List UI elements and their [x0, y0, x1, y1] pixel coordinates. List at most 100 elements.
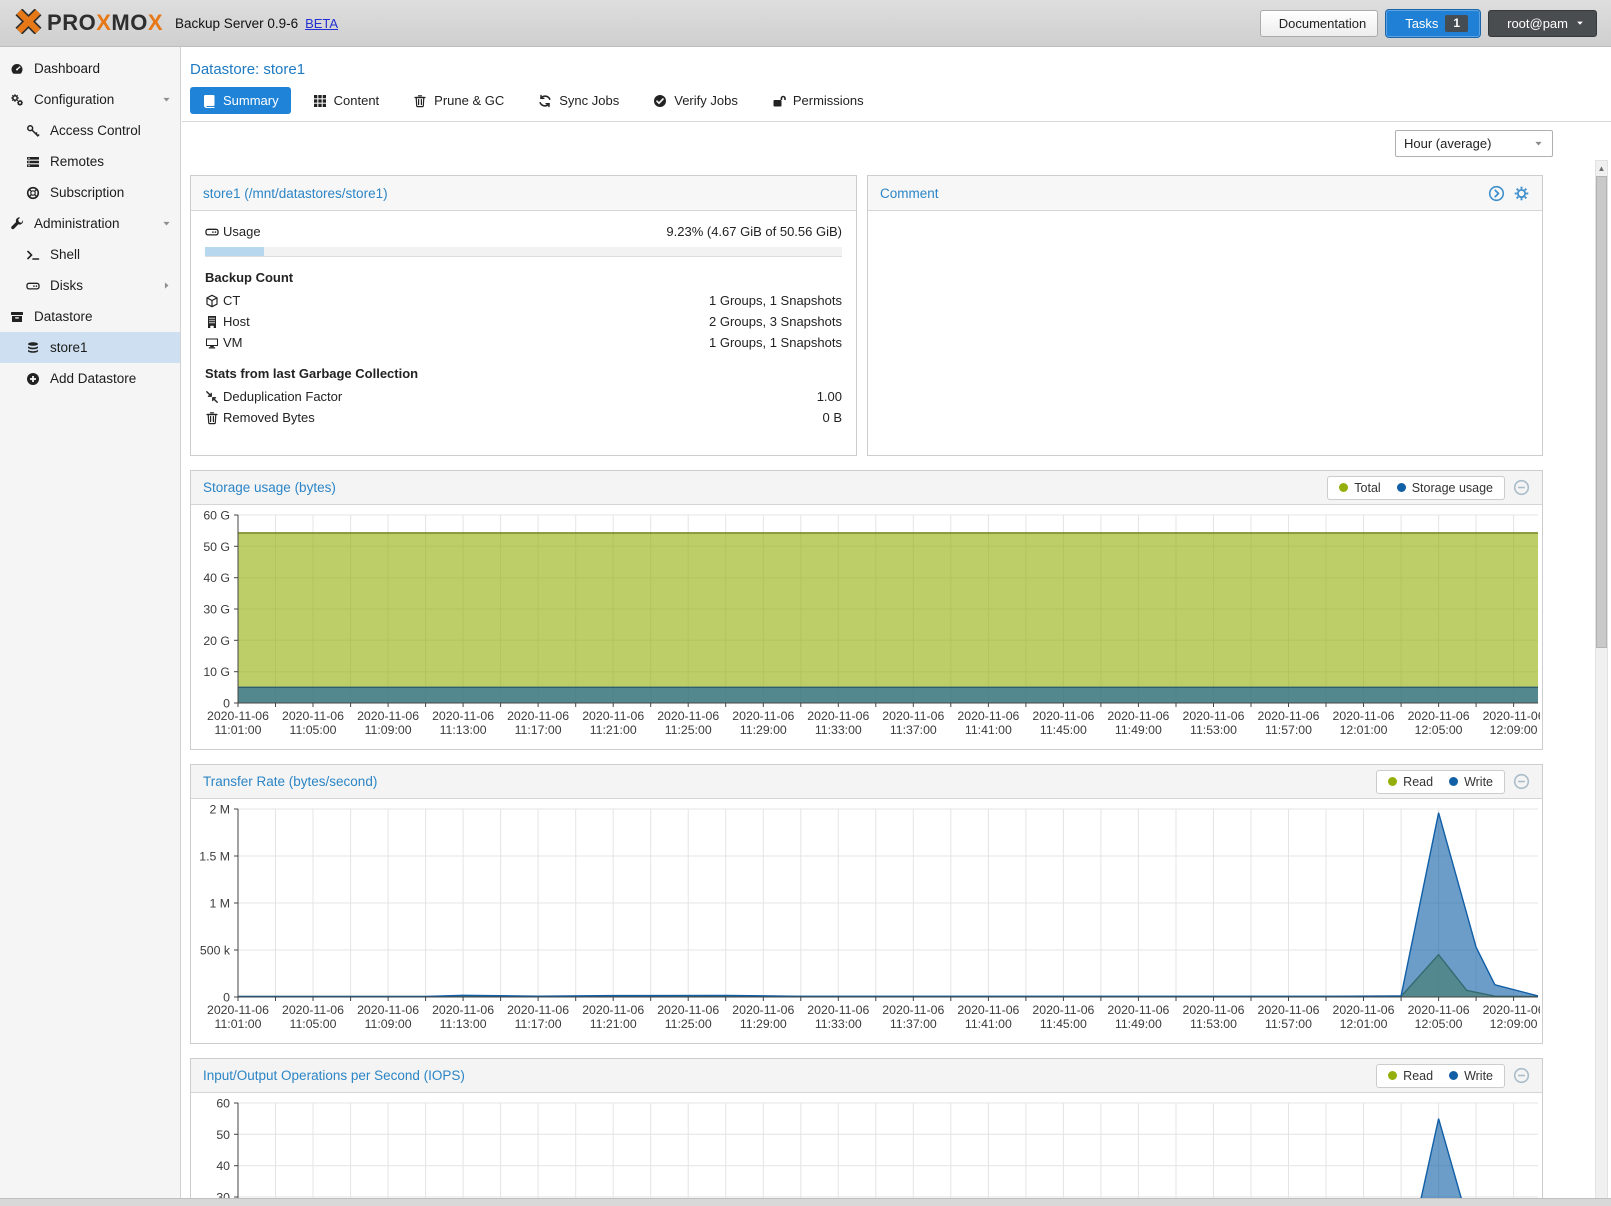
svg-text:11:21:00: 11:21:00 [590, 1017, 637, 1031]
sidebar-item-store1[interactable]: store1 [0, 332, 180, 363]
svg-text:11:25:00: 11:25:00 [665, 1017, 712, 1031]
circle-arrow-right-icon[interactable] [1488, 185, 1505, 202]
svg-text:2020-11-06: 2020-11-06 [1333, 709, 1395, 723]
hdd-icon [26, 279, 42, 293]
collapse-chart-button[interactable] [1513, 1067, 1530, 1084]
legend-item-write: Write [1449, 775, 1493, 789]
chart-legend: Read Write [1376, 769, 1505, 794]
tab-permissions[interactable]: Permissions [760, 87, 876, 114]
svg-text:12:05:00: 12:05:00 [1415, 723, 1463, 737]
sidebar: Dashboard Configuration Access Control Remo… [0, 47, 181, 1199]
scrollbar-thumb[interactable] [1596, 176, 1607, 648]
sidebar-item-label: Configuration [34, 92, 115, 107]
desktop-icon [205, 336, 223, 350]
sidebar-item-label: Shell [50, 247, 81, 262]
tab-label: Summary [223, 93, 279, 108]
svg-text:11:33:00: 11:33:00 [815, 1017, 862, 1031]
svg-text:2020-11-06: 2020-11-06 [207, 709, 269, 723]
charts-area: Storage usage (bytes) Total Storage usage 0… [182, 470, 1611, 1199]
svg-text:11:17:00: 11:17:00 [515, 1017, 562, 1031]
legend-item-write: Write [1449, 1069, 1493, 1083]
page-title: Datastore: store1 [190, 61, 306, 78]
sidebar-item-subscription[interactable]: Subscription [0, 177, 180, 208]
stat-label: Deduplication Factor [223, 389, 343, 404]
storage-usage-bytes-chart: 010 G20 G30 G40 G50 G60 G2020-11-0611:01… [203, 509, 1540, 737]
svg-text:2020-11-06: 2020-11-06 [1107, 1003, 1169, 1017]
svg-text:0: 0 [223, 991, 230, 1005]
svg-text:2 M: 2 M [210, 803, 231, 817]
sidebar-item-remotes[interactable]: Remotes [0, 146, 180, 177]
comment-panel-body[interactable] [868, 211, 1542, 455]
collapse-chart-button[interactable] [1513, 773, 1530, 790]
tab-verify-jobs[interactable]: Verify Jobs [641, 87, 750, 114]
tab-content[interactable]: Content [301, 87, 392, 114]
sidebar-item-shell[interactable]: Shell [0, 239, 180, 270]
legend-dot [1339, 483, 1349, 492]
svg-text:2020-11-06: 2020-11-06 [1032, 709, 1094, 723]
horizontal-scrollbar-track[interactable] [0, 1198, 1611, 1206]
stat-value: 0 B [822, 410, 842, 425]
svg-text:40 G: 40 G [203, 571, 230, 585]
scroll-up-arrow[interactable]: ▲ [1597, 163, 1606, 173]
documentation-button[interactable]: Documentation [1259, 9, 1379, 37]
archive-icon [10, 310, 26, 324]
svg-text:12:09:00: 12:09:00 [1490, 723, 1538, 737]
svg-text:2020-11-06: 2020-11-06 [957, 1003, 1019, 1017]
sidebar-item-add-datastore[interactable]: Add Datastore [0, 363, 180, 394]
comment-panel: Comment [867, 175, 1543, 456]
svg-text:11:37:00: 11:37:00 [890, 723, 937, 737]
svg-text:11:21:00: 11:21:00 [590, 723, 637, 737]
svg-text:12:01:00: 12:01:00 [1340, 1017, 1388, 1031]
svg-text:2020-11-06: 2020-11-06 [507, 709, 569, 723]
svg-text:11:09:00: 11:09:00 [365, 723, 412, 737]
svg-text:2020-11-06: 2020-11-06 [1032, 1003, 1094, 1017]
svg-text:2020-11-06: 2020-11-06 [1107, 709, 1169, 723]
tab-sync-jobs[interactable]: Sync Jobs [526, 87, 631, 114]
sidebar-item-dashboard[interactable]: Dashboard [0, 53, 180, 84]
svg-text:500 k: 500 k [200, 944, 231, 958]
datastore-panel-body: Usage 9.23% (4.67 GiB of 50.56 GiB) Back… [191, 211, 856, 455]
stat-row-host: Host 2 Groups, 3 Snapshots [191, 311, 856, 332]
top-bar: PROXMOX Backup Server 0.9-6 BETA Documen… [0, 0, 1611, 47]
proxmox-logo-mark-icon [14, 8, 43, 37]
chart-legend: Total Storage usage [1327, 475, 1505, 500]
book-icon [202, 94, 216, 108]
chevron-down-icon [1575, 16, 1585, 31]
tab-summary[interactable]: Summary [190, 87, 291, 114]
tab-bar: Summary Content Prune & GC Sync Jobs Verify … [182, 78, 1611, 122]
legend-item-read: Read [1388, 1069, 1433, 1083]
chevron-right-icon[interactable] [161, 280, 172, 291]
documentation-label: Documentation [1278, 15, 1367, 31]
user-menu-button[interactable]: root@pam [1488, 9, 1597, 37]
collapse-chart-button[interactable] [1513, 479, 1530, 496]
stat-value: 1 Groups, 1 Snapshots [709, 335, 842, 350]
sidebar-item-disks[interactable]: Disks [0, 270, 180, 301]
svg-text:2020-11-06: 2020-11-06 [1183, 1003, 1245, 1017]
svg-text:11:25:00: 11:25:00 [665, 723, 712, 737]
chevron-down-icon [1533, 138, 1544, 149]
chart-body: 0 10 G 20 G 30 G 40 G 50 G 60 G 2020-11-06 11:01… [191, 505, 1542, 749]
sidebar-item-datastore[interactable]: Datastore [0, 301, 180, 332]
beta-link[interactable]: BETA [305, 15, 339, 31]
svg-text:11:01:00: 11:01:00 [215, 723, 262, 737]
chevron-down-icon[interactable] [161, 218, 172, 229]
cube-icon [205, 294, 223, 308]
brand-text: PROXMOX [47, 10, 164, 35]
unlock-icon [772, 94, 786, 108]
svg-text:11:05:00: 11:05:00 [290, 723, 337, 737]
svg-text:11:37:00: 11:37:00 [890, 1017, 937, 1031]
svg-text:11:13:00: 11:13:00 [440, 1017, 487, 1031]
tab-prune-gc[interactable]: Prune & GC [401, 87, 516, 114]
sidebar-item-administration[interactable]: Administration [0, 208, 180, 239]
tasks-button[interactable]: Tasks 1 [1386, 9, 1481, 37]
sidebar-item-configuration[interactable]: Configuration [0, 84, 180, 115]
sidebar-item-access-control[interactable]: Access Control [0, 115, 180, 146]
terminal-icon [26, 248, 42, 262]
vertical-scrollbar[interactable]: ▲ [1595, 160, 1608, 1199]
stat-value: 2 Groups, 3 Snapshots [709, 314, 842, 329]
chevron-down-icon[interactable] [161, 94, 172, 105]
time-range-select[interactable]: Hour (average) [1395, 130, 1553, 157]
svg-text:1.5 M: 1.5 M [199, 850, 230, 864]
gear-icon[interactable] [1513, 185, 1530, 202]
svg-text:11:49:00: 11:49:00 [1115, 1017, 1162, 1031]
